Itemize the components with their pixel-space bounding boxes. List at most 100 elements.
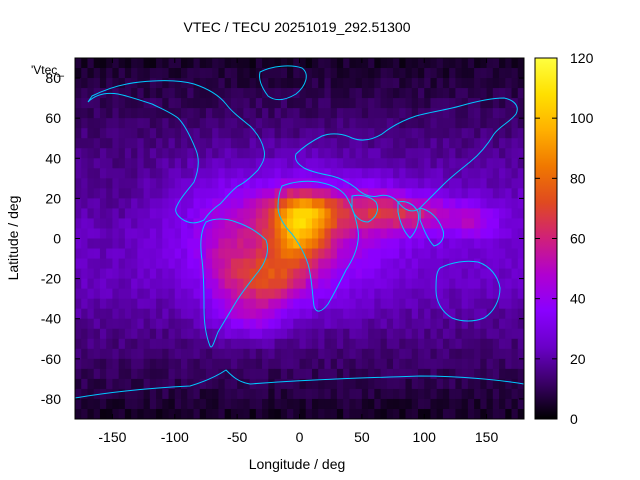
heatmap-cell — [174, 298, 182, 310]
heatmap-cell — [355, 188, 363, 199]
heatmap-cell — [305, 108, 313, 119]
heatmap-cell — [330, 158, 338, 169]
heatmap-cell — [287, 128, 294, 139]
heatmap-cell — [156, 208, 163, 220]
heatmap-cell — [262, 378, 269, 390]
heatmap-cell — [274, 268, 282, 280]
heatmap-cell — [486, 348, 494, 360]
heatmap-cell — [343, 158, 350, 169]
heatmap-cell — [442, 208, 450, 220]
heatmap-cell — [355, 128, 363, 139]
heatmap-cell — [330, 378, 338, 390]
heatmap-cell — [305, 78, 313, 89]
heatmap-cell — [399, 298, 407, 310]
heatmap-cell — [75, 258, 82, 270]
heatmap-cell — [106, 388, 114, 400]
heatmap-cell — [299, 98, 307, 109]
heatmap-cell — [162, 208, 170, 220]
heatmap-cell — [93, 58, 101, 69]
heatmap-cell — [374, 248, 382, 260]
heatmap-cell — [455, 238, 463, 250]
heatmap-cell — [492, 358, 500, 370]
heatmap-cell — [336, 138, 344, 149]
heatmap-cell — [112, 318, 120, 330]
heatmap-cell — [399, 378, 407, 390]
heatmap-cell — [374, 268, 382, 280]
heatmap-cell — [218, 248, 226, 260]
heatmap-cell — [124, 68, 132, 79]
heatmap-cell — [106, 218, 114, 230]
heatmap-cell — [299, 88, 307, 99]
heatmap-cell — [268, 368, 276, 380]
heatmap-cell — [449, 268, 457, 280]
heatmap-cell — [393, 378, 400, 390]
heatmap-cell — [461, 118, 469, 129]
heatmap-cell — [355, 168, 363, 179]
heatmap-cell — [168, 188, 176, 199]
heatmap-cell — [131, 88, 138, 99]
heatmap-cell — [218, 318, 226, 330]
heatmap-cell — [218, 178, 226, 189]
heatmap-cell — [399, 328, 407, 340]
heatmap-cell — [106, 268, 114, 280]
heatmap-cell — [349, 218, 357, 230]
heatmap-cell — [299, 138, 307, 149]
heatmap-cell — [492, 258, 500, 270]
heatmap-cell — [237, 348, 244, 360]
heatmap-cell — [330, 388, 338, 400]
heatmap-cell — [411, 238, 419, 250]
heatmap-cell — [405, 328, 413, 340]
heatmap-cell — [174, 128, 182, 139]
heatmap-cell — [193, 178, 201, 189]
heatmap-cell — [486, 148, 494, 159]
heatmap-cell — [486, 328, 494, 340]
heatmap-cell — [249, 188, 257, 199]
heatmap-cell — [99, 238, 107, 250]
heatmap-cell — [193, 198, 201, 210]
heatmap-cell — [399, 318, 407, 330]
heatmap-cell — [380, 138, 388, 149]
heatmap-cell — [156, 148, 163, 159]
heatmap-cell — [249, 408, 257, 419]
heatmap-cell — [156, 348, 163, 360]
heatmap-cell — [411, 378, 419, 390]
heatmap-cell — [355, 288, 363, 300]
heatmap-cell — [205, 58, 213, 69]
heatmap-cell — [218, 298, 226, 310]
heatmap-cell — [212, 158, 220, 169]
heatmap-cell — [374, 108, 382, 119]
heatmap-cell — [499, 128, 506, 139]
heatmap-cell — [174, 328, 182, 340]
heatmap-cell — [449, 168, 457, 179]
heatmap-cell — [455, 328, 463, 340]
heatmap-cell — [205, 368, 213, 380]
heatmap-cell — [436, 338, 444, 350]
heatmap-cell — [343, 258, 350, 270]
heatmap-cell — [293, 328, 301, 340]
heatmap-cell — [505, 278, 513, 290]
heatmap-cell — [280, 268, 288, 280]
heatmap-cell — [343, 288, 350, 300]
heatmap-cell — [156, 398, 163, 410]
heatmap-cell — [424, 368, 432, 380]
heatmap-cell — [324, 148, 332, 159]
heatmap-cell — [386, 378, 394, 390]
heatmap-cell — [517, 288, 524, 300]
heatmap-cell — [199, 198, 207, 210]
heatmap-cell — [492, 178, 500, 189]
heatmap-cell — [143, 168, 151, 179]
heatmap-cell — [156, 358, 163, 370]
heatmap-cell — [199, 398, 207, 410]
heatmap-cell — [299, 368, 307, 380]
heatmap-cell — [417, 388, 425, 400]
heatmap-cell — [474, 68, 481, 79]
heatmap-cell — [149, 178, 157, 189]
heatmap-cell — [311, 138, 319, 149]
heatmap-cell — [480, 188, 488, 199]
heatmap-cell — [262, 218, 269, 230]
heatmap-cell — [143, 378, 151, 390]
heatmap-cell — [486, 78, 494, 89]
heatmap-cell — [224, 288, 232, 300]
heatmap-cell — [417, 268, 425, 280]
heatmap-cell — [249, 298, 257, 310]
